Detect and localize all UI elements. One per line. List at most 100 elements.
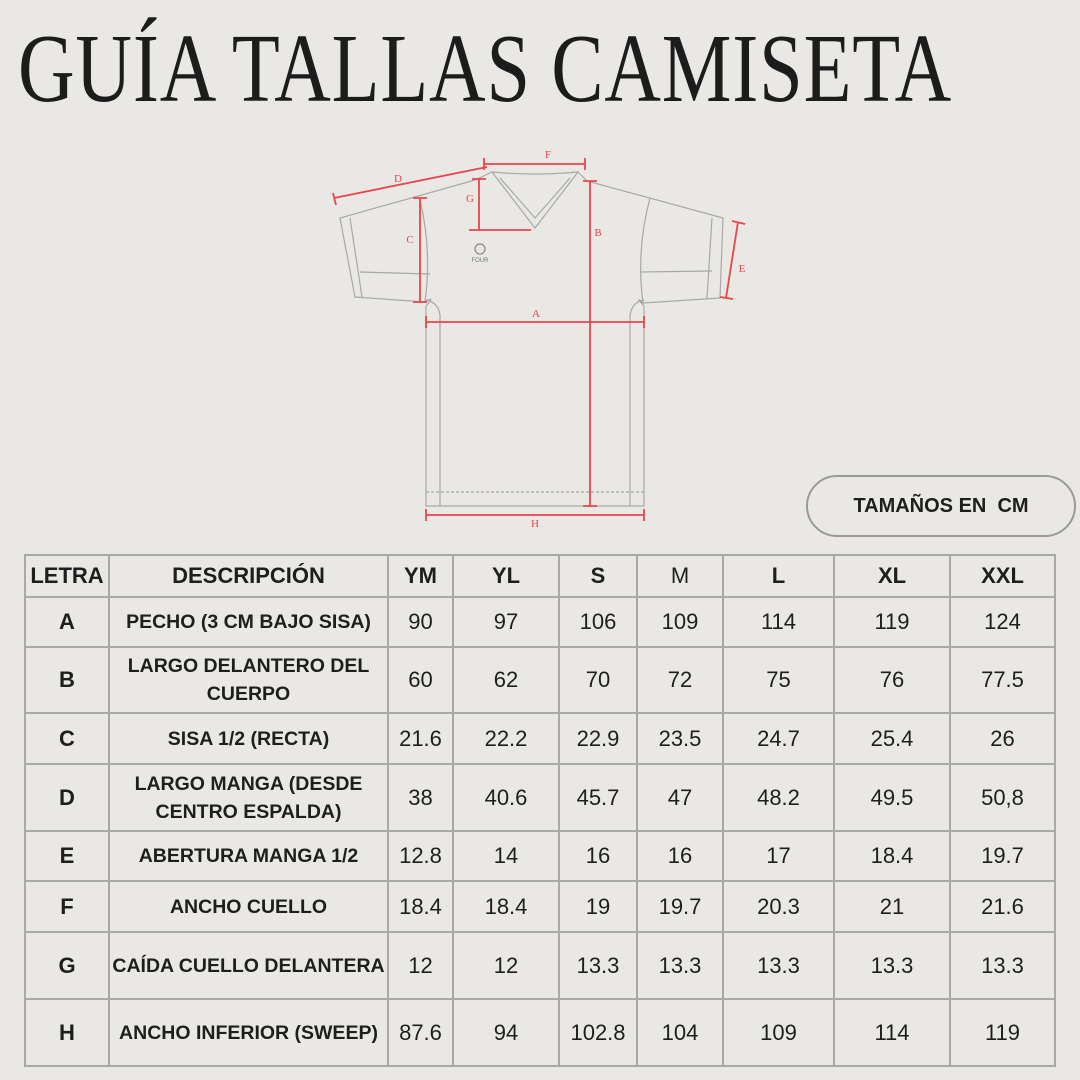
size-table: LETRA DESCRIPCIÓN YM YL S M L XL XXL A PECHO (3 C… xyxy=(24,554,1056,1067)
size-value: 13.3 xyxy=(949,931,1056,1000)
size-value: 13.3 xyxy=(722,931,835,1000)
size-value: 38 xyxy=(387,763,454,832)
row-description: LARGO MANGA (DESDE CENTRO ESPALDA) xyxy=(108,763,389,832)
size-value: 40.6 xyxy=(452,763,560,832)
label-a: A xyxy=(532,308,540,320)
size-value: 119 xyxy=(833,596,951,648)
label-c: C xyxy=(406,234,413,246)
row-letter: C xyxy=(24,712,110,765)
size-value: 24.7 xyxy=(722,712,835,765)
size-value: 16 xyxy=(558,830,638,882)
table-row: D LARGO MANGA (DESDE CENTRO ESPALDA) 38 40.… xyxy=(24,763,1056,832)
size-value: 26 xyxy=(949,712,1056,765)
size-value: 106 xyxy=(558,596,638,648)
size-value: 19.7 xyxy=(636,880,724,933)
size-value: 13.3 xyxy=(636,931,724,1000)
column-header: YL xyxy=(452,554,560,598)
table-row: A PECHO (3 CM BAJO SISA) 90 97 106 109 114 119 1… xyxy=(24,596,1056,648)
size-value: 50,8 xyxy=(949,763,1056,832)
label-f: F xyxy=(545,149,551,161)
size-value: 47 xyxy=(636,763,724,832)
size-value: 20.3 xyxy=(722,880,835,933)
size-value: 19.7 xyxy=(949,830,1056,882)
size-value: 45.7 xyxy=(558,763,638,832)
column-header: YM xyxy=(387,554,454,598)
size-value: 70 xyxy=(558,646,638,714)
label-e: E xyxy=(739,263,746,275)
size-value: 18.4 xyxy=(833,830,951,882)
table-row: C SISA 1/2 (RECTA) 21.6 22.2 22.9 23.5 24.7 25.… xyxy=(24,712,1056,765)
size-value: 18.4 xyxy=(452,880,560,933)
size-value: 21.6 xyxy=(949,880,1056,933)
column-header: XXL xyxy=(949,554,1056,598)
row-letter: A xyxy=(24,596,110,648)
column-header: XL xyxy=(833,554,951,598)
size-value: 17 xyxy=(722,830,835,882)
label-b: B xyxy=(594,227,601,239)
size-value: 22.2 xyxy=(452,712,560,765)
size-value: 97 xyxy=(452,596,560,648)
row-description: SISA 1/2 (RECTA) xyxy=(108,712,389,765)
column-header: LETRA xyxy=(24,554,110,598)
size-value: 21.6 xyxy=(387,712,454,765)
size-value: 60 xyxy=(387,646,454,714)
row-letter: E xyxy=(24,830,110,882)
row-description: LARGO DELANTERO DEL CUERPO xyxy=(108,646,389,714)
size-value: 109 xyxy=(636,596,724,648)
size-value: 102.8 xyxy=(558,998,638,1067)
row-description: PECHO (3 CM BAJO SISA) xyxy=(108,596,389,648)
size-value: 12.8 xyxy=(387,830,454,882)
row-description: ANCHO INFERIOR (SWEEP) xyxy=(108,998,389,1067)
size-value: 49.5 xyxy=(833,763,951,832)
tshirt-outline xyxy=(339,171,724,507)
brand-logo: FOUR xyxy=(472,243,490,264)
size-value: 23.5 xyxy=(636,712,724,765)
table-header-row: LETRA DESCRIPCIÓN YM YL S M L XL XXL xyxy=(24,554,1056,598)
size-value: 119 xyxy=(949,998,1056,1067)
column-header: M xyxy=(636,554,724,598)
row-description: ANCHO CUELLO xyxy=(108,880,389,933)
tshirt-diagram: FOUR D F G C B A H E xyxy=(332,149,746,530)
svg-text:FOUR: FOUR xyxy=(472,258,490,264)
size-value: 14 xyxy=(452,830,560,882)
size-value: 13.3 xyxy=(558,931,638,1000)
label-g: G xyxy=(466,193,474,205)
size-value: 104 xyxy=(636,998,724,1067)
size-value: 109 xyxy=(722,998,835,1067)
table-row: G CAÍDA CUELLO DELANTERA 12 12 13.3 13.3 13.3 1… xyxy=(24,931,1056,1000)
size-value: 62 xyxy=(452,646,560,714)
label-d: D xyxy=(394,173,402,185)
size-value: 18.4 xyxy=(387,880,454,933)
row-letter: H xyxy=(24,998,110,1067)
size-value: 94 xyxy=(452,998,560,1067)
table-row: H ANCHO INFERIOR (SWEEP) 87.6 94 102.8 104 109… xyxy=(24,998,1056,1067)
column-header: S xyxy=(558,554,638,598)
size-value: 76 xyxy=(833,646,951,714)
row-description: ABERTURA MANGA 1/2 xyxy=(108,830,389,882)
size-value: 48.2 xyxy=(722,763,835,832)
size-value: 12 xyxy=(452,931,560,1000)
size-value: 21 xyxy=(833,880,951,933)
row-letter: F xyxy=(24,880,110,933)
row-letter: G xyxy=(24,931,110,1000)
size-value: 13.3 xyxy=(833,931,951,1000)
size-value: 72 xyxy=(636,646,724,714)
size-value: 87.6 xyxy=(387,998,454,1067)
size-value: 75 xyxy=(722,646,835,714)
size-value: 25.4 xyxy=(833,712,951,765)
measure-lines xyxy=(332,158,746,521)
size-value: 90 xyxy=(387,596,454,648)
row-description: CAÍDA CUELLO DELANTERA xyxy=(108,931,389,1000)
size-value: 114 xyxy=(833,998,951,1067)
size-value: 12 xyxy=(387,931,454,1000)
row-letter: D xyxy=(24,763,110,832)
page-title: GUÍA TALLAS CAMISETA xyxy=(18,15,953,123)
units-badge: TAMAÑOS EN CM xyxy=(806,475,1076,537)
row-letter: B xyxy=(24,646,110,714)
size-value: 22.9 xyxy=(558,712,638,765)
label-h: H xyxy=(531,518,539,530)
table-row: B LARGO DELANTERO DEL CUERPO 60 62 70 72 75 76 7… xyxy=(24,646,1056,714)
table-row: F ANCHO CUELLO 18.4 18.4 19 19.7 20.3 21 21.6 xyxy=(24,880,1056,933)
size-value: 19 xyxy=(558,880,638,933)
size-value: 124 xyxy=(949,596,1056,648)
